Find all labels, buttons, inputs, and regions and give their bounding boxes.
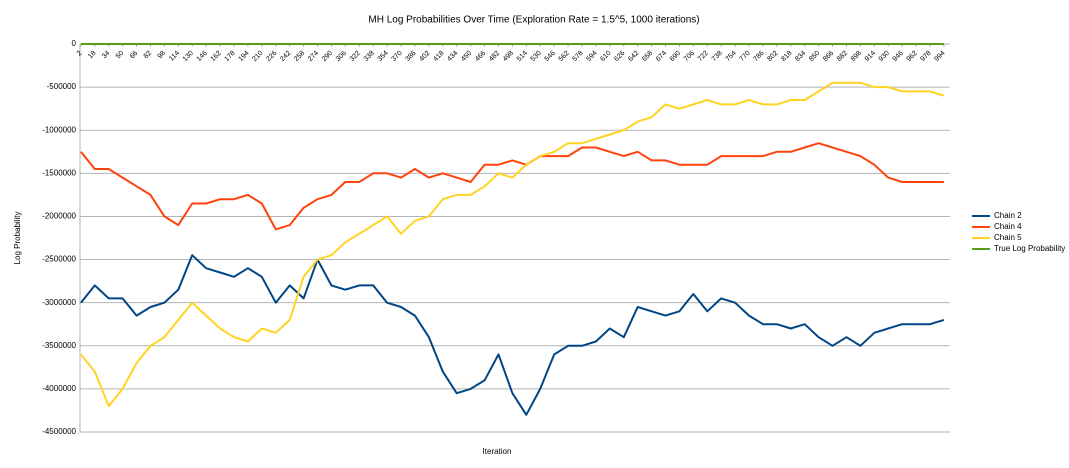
x-tick-label: 2	[76, 50, 84, 58]
y-tick-label: 0	[72, 39, 77, 48]
legend-label: Chain 4	[994, 222, 1022, 231]
y-tick-label: -500000	[47, 82, 77, 91]
y-tick-label: -2500000	[42, 255, 76, 264]
x-tick-label: 50	[115, 50, 126, 61]
y-tick-label: -3500000	[42, 341, 76, 350]
x-tick-label: 98	[157, 50, 168, 61]
x-tick-label: 18	[87, 50, 98, 61]
x-axis-title: Iteration	[483, 447, 512, 456]
y-tick-label: -4500000	[42, 427, 76, 436]
line-series	[80, 81, 945, 408]
y-tick-label: -1500000	[42, 168, 76, 177]
y-tick-label: -3000000	[42, 298, 76, 307]
x-tick-label: 34	[101, 50, 112, 61]
y-tick-label: -2000000	[42, 212, 76, 221]
chart-title: MH Log Probabilities Over Time (Explorat…	[368, 15, 699, 26]
line-series	[80, 254, 945, 416]
legend-label: Chain 2	[994, 211, 1022, 220]
line-series	[80, 142, 944, 231]
x-tick-label: 82	[143, 50, 154, 61]
legend-label: Chain 5	[994, 233, 1022, 242]
y-tick-label: -1000000	[42, 125, 76, 134]
y-tick-label: -4000000	[42, 384, 76, 393]
y-axis-title: Log Probability	[13, 212, 22, 265]
legend-label: True Log Probability	[994, 244, 1065, 253]
x-tick-label: 66	[129, 50, 140, 61]
